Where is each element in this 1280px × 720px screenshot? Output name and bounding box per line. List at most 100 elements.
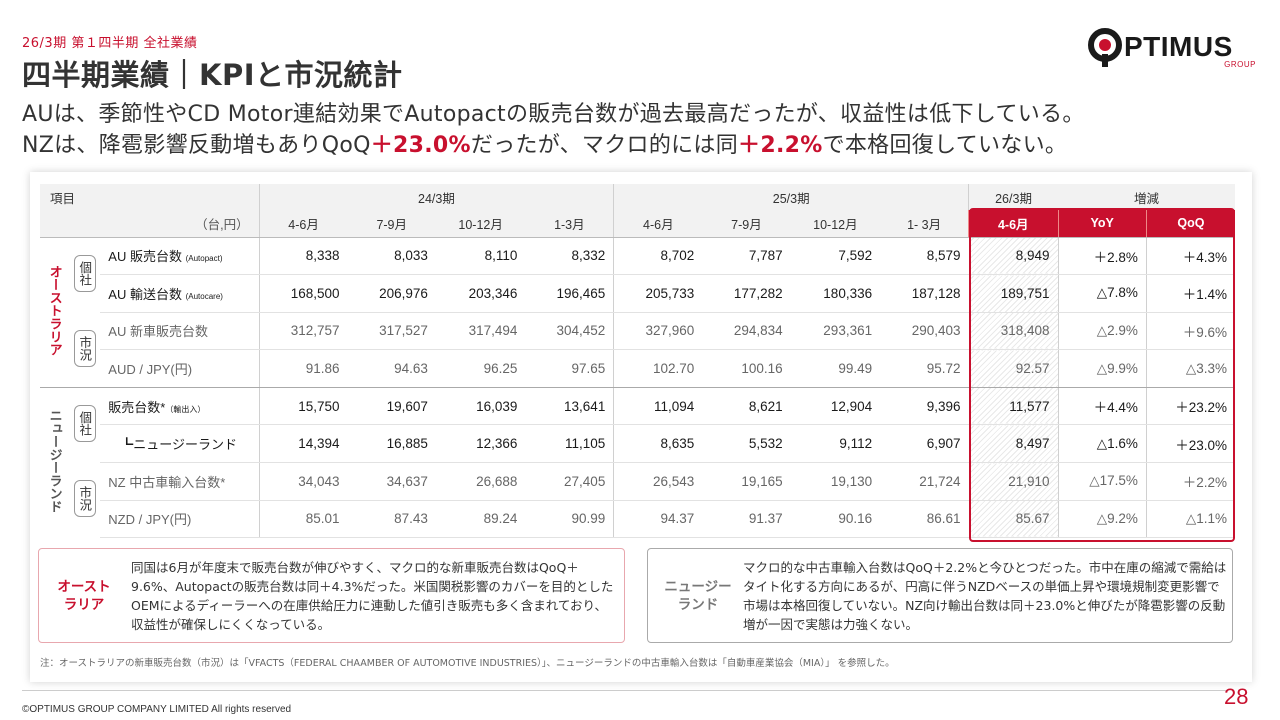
kpi-table: 項目 24/3期 25/3期 26/3期 増減 （台,円） 4-6月 7-9月 … [40, 184, 1235, 539]
cell-value: 9,112 [790, 424, 881, 464]
cell-value: 100.16 [702, 349, 791, 388]
yoy-header: YoY [1057, 210, 1147, 238]
quarter-header: 7-9月 [347, 210, 436, 238]
cell-qoq: ＋4.3% [1145, 237, 1235, 276]
table-row: 市況 AU 新車販売台数 312,757 317,527 317,494 304… [40, 312, 1235, 388]
cell-value: 21,724 [880, 462, 969, 501]
cell-value: 196,465 [525, 274, 614, 313]
logo-text: PTIMUS [1124, 31, 1233, 62]
cell-value-current: 11,577 [968, 387, 1058, 426]
cell-value: 168,500 [258, 274, 348, 313]
cell-value: 187,128 [880, 274, 969, 313]
comment-tag-nz: ニュージー ランド [664, 578, 732, 613]
table-row: ┗ニュージーランド 14,394 16,885 12,366 11,105 8,… [40, 424, 1235, 464]
cell-yoy: ＋4.4% [1057, 387, 1147, 426]
comment-tag-au: オースト ラリア [57, 578, 111, 613]
cell-value: 317,494 [435, 312, 526, 351]
cell-value: 327,960 [613, 312, 703, 351]
cell-value: 317,527 [347, 312, 436, 351]
cell-value-current: 8,497 [968, 424, 1058, 464]
cell-value: 8,338 [258, 237, 348, 276]
cell-value: 7,592 [790, 237, 881, 276]
cell-yoy: △9.9% [1057, 349, 1147, 388]
cell-value: 11,105 [525, 424, 614, 464]
row-label: NZ 中古車輸入台数* [100, 462, 260, 501]
unit-label: （台,円） [40, 210, 260, 238]
cell-yoy: △2.9% [1057, 312, 1147, 351]
cell-value: 14,394 [258, 424, 348, 464]
cell-value: 205,733 [613, 274, 703, 313]
group-label-company: 個社 [70, 387, 100, 462]
cell-value: 177,282 [702, 274, 791, 313]
footer-divider [22, 690, 1227, 691]
cell-value: 19,165 [702, 462, 791, 501]
cell-value: 180,336 [790, 274, 881, 313]
quarter-header: 7-9月 [702, 210, 791, 238]
cell-value: 206,976 [347, 274, 436, 313]
cell-value: 9,396 [880, 387, 969, 426]
cell-value: 26,543 [613, 462, 703, 501]
cell-value: 312,757 [258, 312, 348, 351]
cell-value: 95.72 [880, 349, 969, 388]
period-header: 25/3期 [613, 184, 969, 210]
footnote: 注：オーストラリアの新車販売台数（市況）は「VFACTS（FEDERAL CHA… [40, 658, 895, 669]
comment-text-au: 同国は6月が年度末で販売台数が伸びやすく、マクロ的な新車販売台数はQoQ＋9.6… [131, 560, 614, 632]
cell-value: 16,039 [435, 387, 526, 426]
optimus-logo: PTIMUS GROUP [1088, 28, 1260, 74]
cell-qoq: ＋23.2% [1145, 387, 1235, 426]
lead-line-2-part-c: で本格回復していない。 [822, 133, 1068, 158]
cell-value: 290,403 [880, 312, 969, 351]
lead-line-2-part-b: だったが、マクロ的には同 [470, 133, 739, 158]
lead-highlight-qoq: ＋23.0% [370, 133, 471, 158]
optimus-o-logo-icon [1088, 28, 1122, 67]
cell-value: 19,130 [790, 462, 881, 501]
cell-value: 8,635 [613, 424, 703, 464]
quarter-header: 1-3月 [525, 210, 614, 238]
cell-value: 304,452 [525, 312, 614, 351]
cell-value: 12,366 [435, 424, 526, 464]
cell-value: 13,641 [525, 387, 614, 426]
table-header-row-periods: 項目 24/3期 25/3期 26/3期 増減 [40, 184, 1235, 210]
lead-line-2: NZは、降雹影響反動増もありQoQ＋23.0%だったが、マクロ的には同＋2.2%… [22, 127, 1067, 159]
cell-qoq: △3.3% [1145, 349, 1235, 388]
cell-yoy: △1.6% [1057, 424, 1147, 464]
region-label-au: オーストラリア [40, 237, 71, 388]
table-row: AUD / JPY(円) 91.86 94.63 96.25 97.65 102… [40, 349, 1235, 388]
cell-value: 8,110 [435, 237, 526, 276]
cell-value: 203,346 [435, 274, 526, 313]
quarter-header: 10-12月 [790, 210, 881, 238]
cell-value: 97.65 [525, 349, 614, 388]
cell-value: 8,702 [613, 237, 703, 276]
group-label-market: 市況 [70, 463, 100, 538]
quarter-header-current: 4-6月 [968, 210, 1058, 238]
cell-value: 19,607 [347, 387, 436, 426]
cell-value: 86.61 [880, 500, 969, 539]
cell-value: 15,750 [258, 387, 348, 426]
cell-value: 99.49 [790, 349, 881, 388]
quarter-header: 10-12月 [435, 210, 526, 238]
quarter-header: 4-6月 [258, 210, 348, 238]
table-row: オーストラリア 個社 AU 販売台数 (Autopact) 8,338 8,03… [40, 237, 1235, 388]
cell-value-current: 85.67 [968, 500, 1058, 539]
cell-qoq: ＋1.4% [1145, 274, 1235, 313]
cell-value: 294,834 [702, 312, 791, 351]
row-label: NZD / JPY(円) [100, 500, 260, 539]
cell-value-current: 8,949 [968, 237, 1058, 276]
cell-value: 27,405 [525, 462, 614, 501]
cell-value-current: 92.57 [968, 349, 1058, 388]
period-header: 26/3期 [968, 184, 1058, 210]
row-label: AUD / JPY(円) [100, 349, 260, 388]
cell-value: 12,904 [790, 387, 881, 426]
page-number: 28 [1224, 684, 1249, 709]
cell-value: 90.99 [525, 500, 614, 539]
row-label: ┗ニュージーランド [100, 424, 260, 464]
cell-value: 102.70 [613, 349, 703, 388]
cell-value: 94.63 [347, 349, 436, 388]
row-label: AU 販売台数 (Autopact) [100, 237, 260, 276]
cell-value: 11,094 [613, 387, 703, 426]
cell-yoy: ＋2.8% [1057, 237, 1147, 276]
cell-value: 8,621 [702, 387, 791, 426]
cell-value: 90.16 [790, 500, 881, 539]
period-header: 24/3期 [258, 184, 614, 210]
cell-qoq: ＋2.2% [1145, 462, 1235, 501]
